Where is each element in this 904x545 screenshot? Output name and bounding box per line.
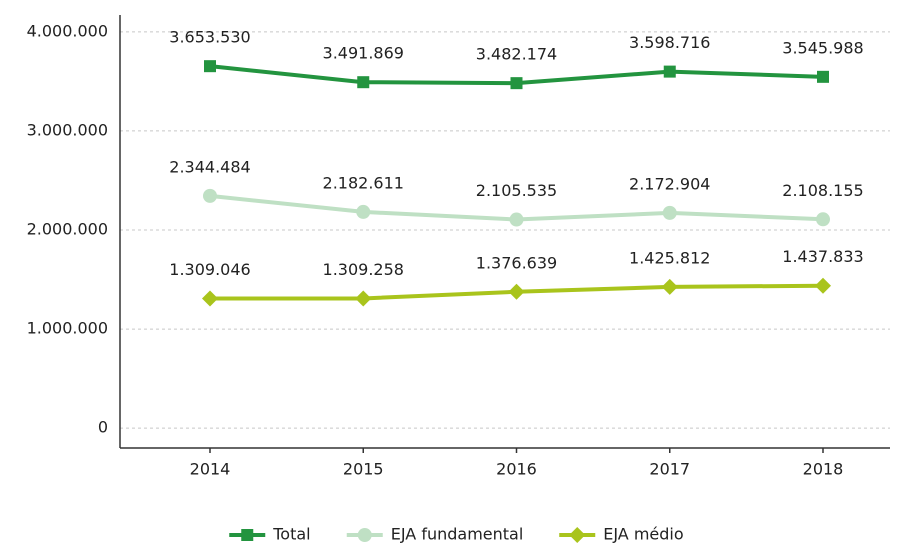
- point-marker: [508, 283, 525, 300]
- point-marker: [662, 205, 677, 220]
- data-label: 3.482.174: [476, 45, 557, 64]
- data-label: 2.172.904: [629, 174, 710, 193]
- data-label: 2.182.611: [323, 173, 404, 192]
- legend-label: Total: [272, 525, 310, 544]
- x-tick-label: 2018: [803, 460, 844, 479]
- data-label: 1.376.639: [476, 253, 557, 272]
- data-label: 1.425.812: [629, 248, 710, 267]
- legend-marker: [569, 527, 586, 543]
- legend-label: EJA médio: [603, 525, 683, 544]
- data-label: 3.598.716: [629, 33, 710, 52]
- data-label: 3.653.530: [169, 28, 250, 47]
- y-tick-label: 0: [98, 418, 108, 437]
- point-marker: [815, 277, 831, 294]
- point-marker: [204, 60, 216, 73]
- data-label: 2.108.155: [782, 181, 863, 200]
- data-label: 1.309.046: [169, 260, 250, 279]
- x-tick-label: 2017: [649, 460, 690, 479]
- point-marker: [203, 188, 217, 203]
- point-marker: [355, 290, 372, 307]
- data-label: 3.545.988: [782, 38, 863, 57]
- data-label: 2.344.484: [169, 157, 250, 176]
- y-tick-label: 1.000.000: [27, 319, 108, 338]
- x-tick-label: 2014: [190, 460, 231, 479]
- legend-label: EJA fundamental: [391, 525, 524, 544]
- legend-marker: [241, 529, 254, 541]
- point-marker: [817, 70, 829, 83]
- point-marker: [663, 65, 676, 78]
- data-label: 1.309.258: [323, 260, 404, 279]
- point-marker: [510, 77, 523, 90]
- y-tick-label: 3.000.000: [27, 120, 108, 139]
- y-tick-label: 2.000.000: [27, 220, 108, 239]
- point-marker: [661, 278, 678, 295]
- point-marker: [509, 212, 524, 227]
- legend-marker: [357, 528, 372, 542]
- x-tick-label: 2015: [343, 460, 384, 479]
- data-label: 2.105.535: [476, 181, 557, 200]
- point-marker: [356, 204, 371, 219]
- point-marker: [202, 290, 218, 307]
- y-tick-label: 4.000.000: [27, 21, 108, 40]
- x-tick-label: 2016: [496, 460, 537, 479]
- point-marker: [816, 212, 830, 227]
- point-marker: [357, 76, 370, 89]
- data-label: 1.437.833: [782, 247, 863, 266]
- data-label: 3.491.869: [323, 44, 404, 63]
